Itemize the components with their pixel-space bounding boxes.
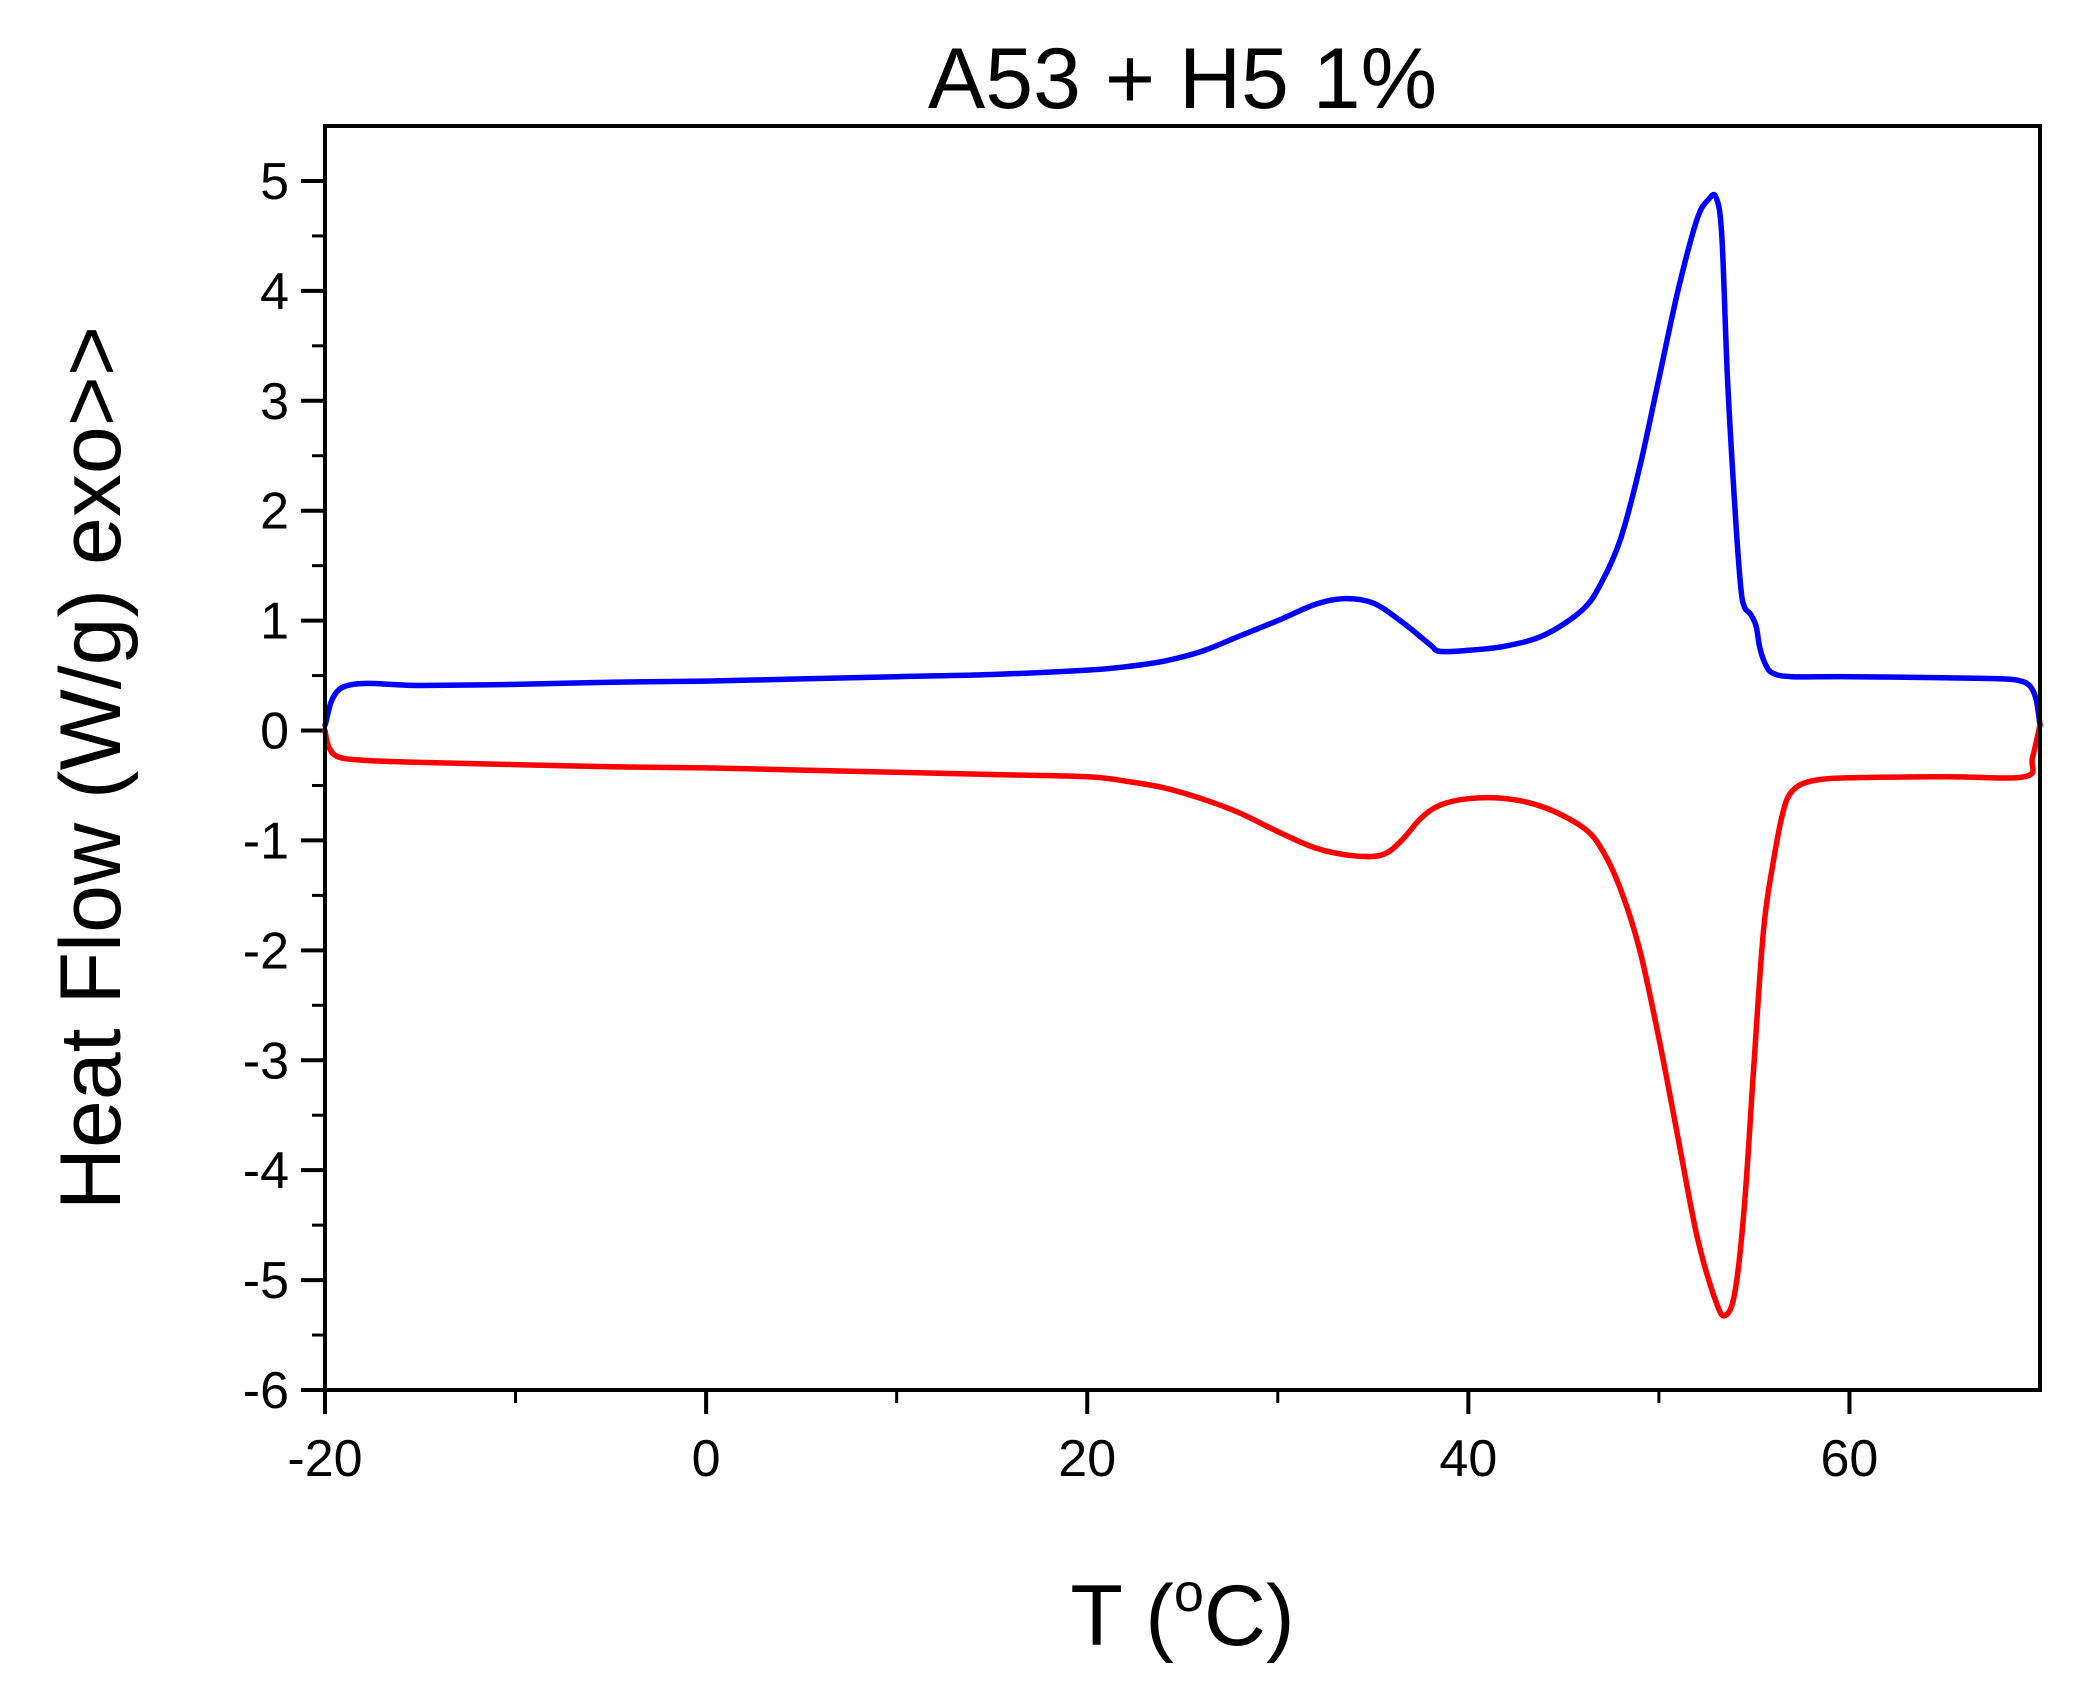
x-tick-label: 60 (1821, 1430, 1879, 1488)
y-tick-label: 4 (260, 263, 289, 321)
blue-series-line (322, 191, 2043, 728)
y-tick-label: 3 (260, 373, 289, 431)
y-tick-label: -4 (243, 1142, 289, 1200)
y-axis-label: Heat Flow (W/g) exo>> (43, 326, 139, 1210)
x-axis-label-suffix: C) (1204, 1568, 1295, 1664)
x-axis-label: T (oC) (1070, 1563, 1294, 1664)
x-tick-label: 0 (692, 1430, 721, 1488)
y-tick-label: -3 (243, 1032, 289, 1090)
x-axis-label-superscript: o (1174, 1563, 1204, 1623)
y-tick-label: -5 (243, 1252, 289, 1310)
red-series-line (322, 722, 2043, 1319)
x-tick-label: 20 (1058, 1430, 1116, 1488)
y-tick-label: -1 (243, 812, 289, 870)
axes: -20 0 20 40 60 -6 -5 -4 -3 -2 -1 0 1 2 3 4 5 (243, 153, 1879, 1488)
x-axis-label-prefix: T ( (1070, 1568, 1174, 1664)
x-tick-label: -20 (287, 1430, 362, 1488)
y-tick-label: -6 (243, 1362, 289, 1420)
y-tick-label: 5 (260, 153, 289, 211)
y-tick-label: 0 (260, 703, 289, 761)
y-tick-label: -2 (243, 922, 289, 980)
x-tick-label: 40 (1439, 1430, 1497, 1488)
series-group (322, 191, 2043, 1319)
y-tick-label: 2 (260, 483, 289, 541)
plot-frame (323, 124, 2042, 1392)
y-tick-label: 1 (260, 593, 289, 651)
chart-title: A53 + H5 1% (928, 31, 1437, 127)
